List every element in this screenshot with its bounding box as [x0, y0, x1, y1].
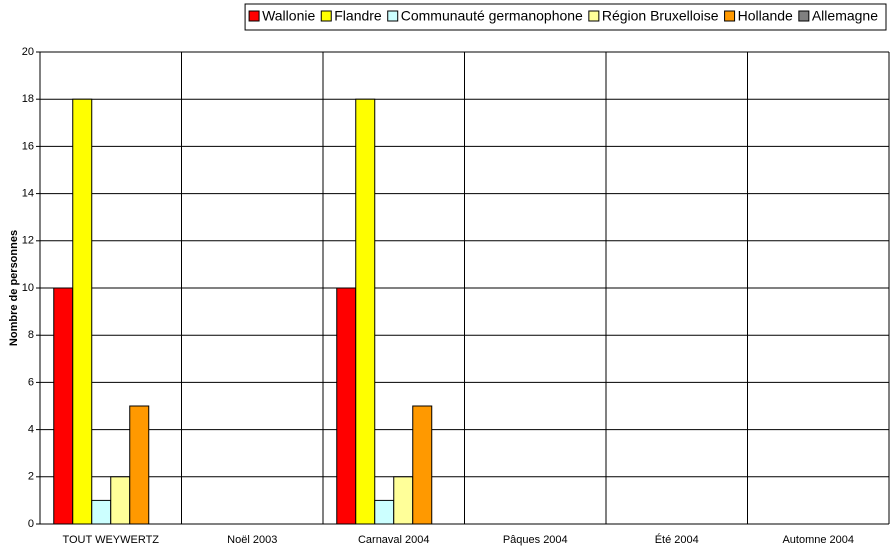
bar: [374, 499, 395, 525]
legend-label: Hollande: [738, 8, 793, 24]
y-tick-label: 2: [28, 471, 34, 483]
bar: [91, 499, 112, 525]
x-tick-label: Été 2004: [655, 533, 699, 546]
y-tick-label: 12: [22, 235, 34, 247]
legend-label: Flandre: [334, 8, 382, 24]
legend-swatch: [248, 10, 260, 22]
y-tick-label: 14: [22, 188, 34, 200]
y-tick-label: 20: [22, 46, 34, 58]
bar: [129, 405, 150, 525]
bar: [355, 98, 376, 525]
legend-label: Allemagne: [812, 8, 878, 24]
x-tick-label: Automne 2004: [782, 534, 854, 546]
legend-label: Wallonie: [262, 8, 315, 24]
y-tick-label: 10: [22, 282, 34, 294]
y-tick-label: 6: [28, 376, 34, 388]
x-tick-label: Noël 2003: [227, 534, 277, 546]
bar: [72, 98, 93, 525]
x-tick-label: Pâques 2004: [503, 534, 568, 546]
bar: [53, 287, 74, 525]
bar: [336, 287, 357, 525]
bar: [393, 476, 414, 525]
legend-swatch: [387, 10, 399, 22]
legend-box: [244, 3, 887, 31]
legend-label: Communauté germanophone: [401, 8, 583, 24]
y-tick-label: 18: [22, 93, 34, 105]
legend: Wallonie Flandre Communauté germanophone Ré…: [244, 3, 887, 31]
bar: [412, 405, 433, 525]
bar: [110, 476, 131, 525]
x-tick-label: Carnaval 2004: [358, 534, 430, 546]
y-tick-label: 4: [28, 424, 34, 436]
legend-swatch: [724, 10, 736, 22]
y-tick-label: 0: [28, 518, 34, 530]
legend-label: Région Bruxelloise: [602, 8, 719, 24]
legend-swatch: [798, 10, 810, 22]
y-tick-label: 16: [22, 140, 34, 152]
x-tick-label: TOUT WEYWERTZ: [62, 534, 159, 546]
legend-swatch: [588, 10, 600, 22]
y-tick-label: 8: [28, 329, 34, 341]
legend-swatch: [320, 10, 332, 22]
y-axis-title: Nombre de personnes: [8, 230, 20, 346]
